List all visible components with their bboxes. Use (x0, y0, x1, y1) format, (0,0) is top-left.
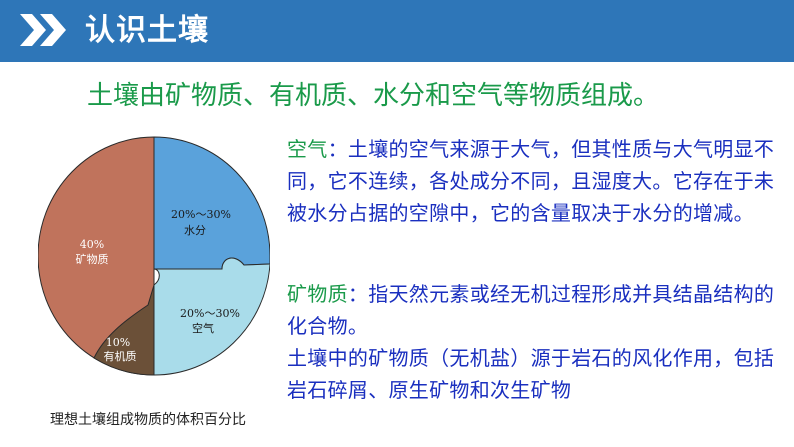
air-pct-label: 20%～30% (180, 307, 240, 320)
air-term: 空气 (287, 137, 328, 161)
chart-caption: 理想土壤组成物质的体积百分比 (50, 412, 246, 428)
title-bar: 认识土壤 (0, 0, 794, 62)
pie-slice-organic (93, 284, 155, 376)
organic-name-label: 有机质 (104, 349, 137, 363)
intro-sentence: 土壤由矿物质、有机质、水分和空气等物质组成。 (87, 81, 660, 111)
air-paragraph: 空气：土壤的空气来源于大气，但其性质与大气明显不同，它不连续，各处成分不同，且湿… (287, 133, 792, 229)
organic-pct-label: 10% (106, 336, 130, 349)
mineral-paragraph: 矿物质：指天然元素或经无机过程形成并具结晶结构的化合物。 (287, 278, 792, 342)
page-title: 认识土壤 (85, 13, 209, 48)
water-name-label: 水分 (184, 224, 206, 237)
mineral-name-label: 矿物质 (76, 252, 109, 266)
mineral-term: 矿物质 (287, 282, 348, 306)
mineral-description: ：指天然元素或经无机过程形成并具结晶结构的化合物。 (287, 282, 775, 338)
double-chevron-right-icon (20, 14, 66, 46)
mineral-source-paragraph: 土壤中的矿物质（无机盐）源于岩石的风化作用，包括岩石碎屑、原生矿物和次生矿物 (287, 346, 775, 402)
water-pct-label: 20%～30% (171, 208, 231, 221)
mineral-pct-label: 40% (80, 238, 104, 251)
soil-composition-pie-chart: 40% 矿物质 20%～30% 水分 20%～30% 空气 10% 有机质 (38, 136, 270, 376)
air-description: ：土壤的空气来源于大气，但其性质与大气明显不同，它不连续，各处成分不同，且湿度大… (287, 137, 775, 225)
air-name-label: 空气 (192, 321, 214, 335)
pie-slice-water (153, 136, 270, 270)
